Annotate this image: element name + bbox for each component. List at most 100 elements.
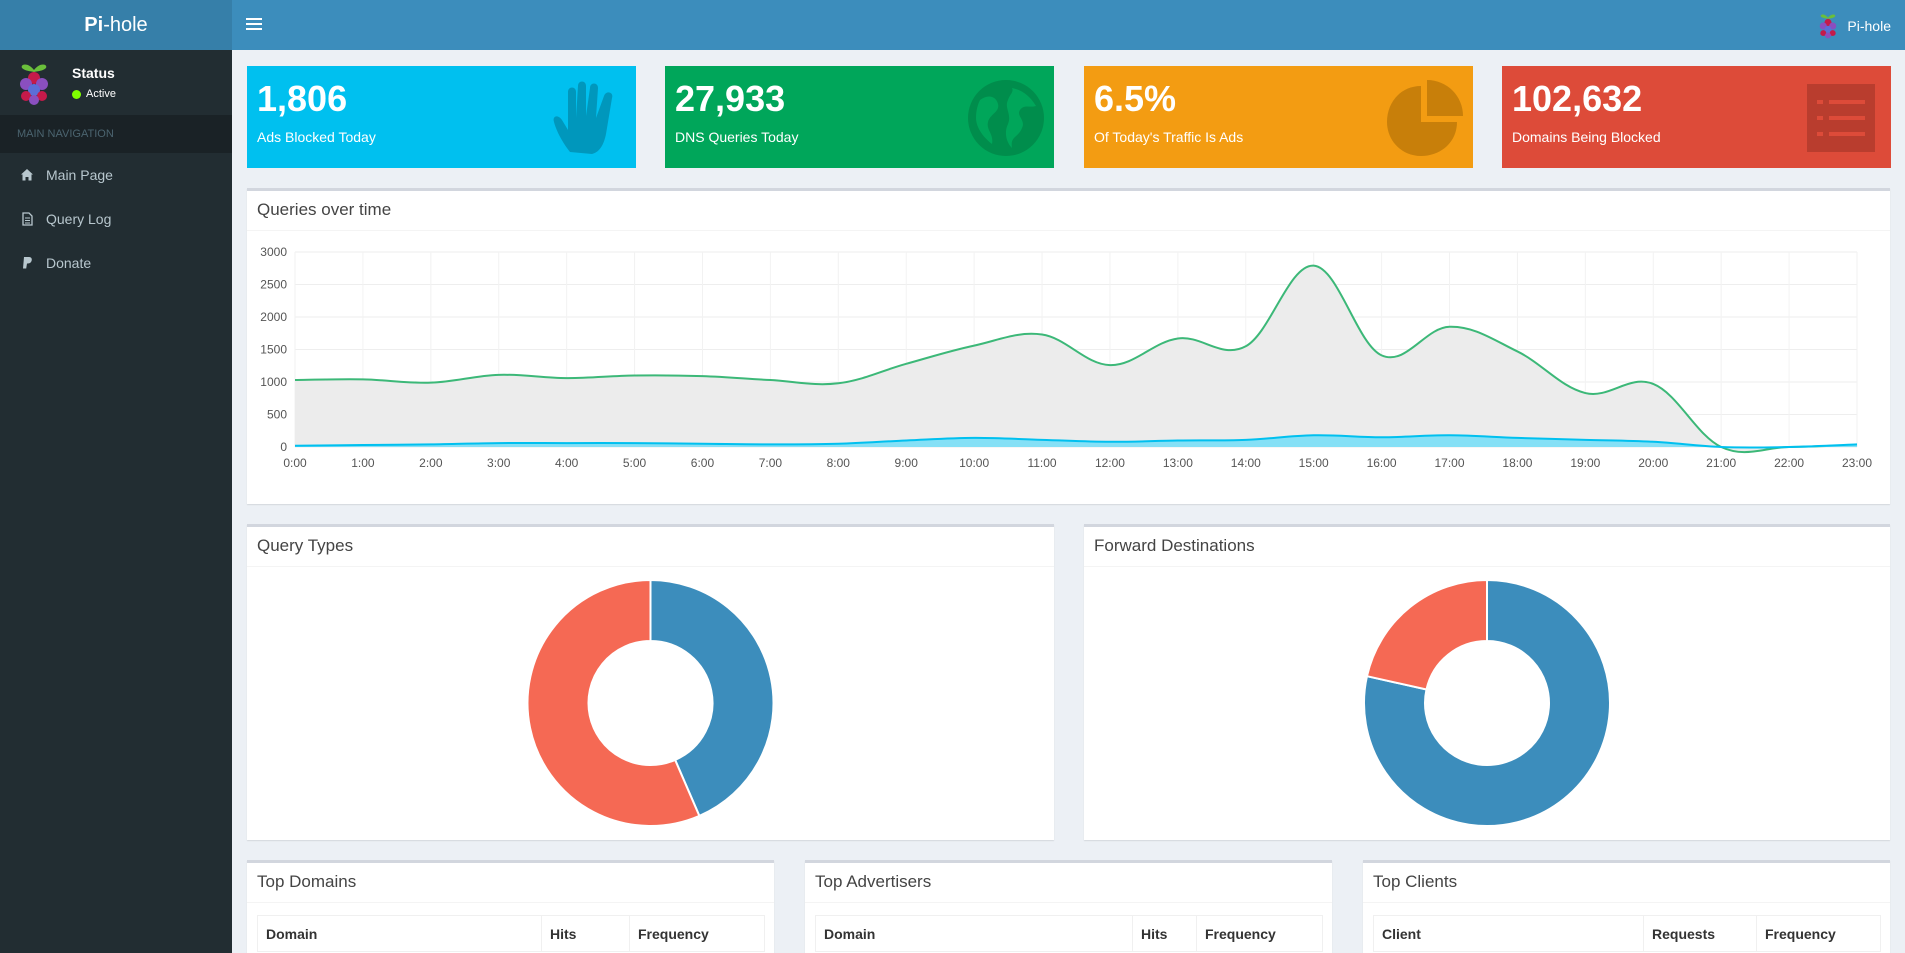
x-tick-label: 20:00 [1638,456,1668,470]
x-tick-label: 8:00 [827,456,851,470]
column-header-hits[interactable]: Hits [541,915,630,952]
ads-percent-box: 6.5% Of Today's Traffic Is Ads [1084,66,1473,168]
stat-label: DNS Queries Today [675,129,799,145]
dns-queries-box: 27,933 DNS Queries Today [665,66,1054,168]
forward-destinations-chart[interactable] [1084,567,1890,840]
column-header-frequency[interactable]: Frequency [1196,915,1323,952]
user-panel: Status Active [0,50,232,115]
queries-over-time-chart[interactable]: 0 500 1000 1500 2000 2500 3000 0:00 1:00 2:00 3:00… [247,231,1890,504]
x-tick-label: 7:00 [759,456,783,470]
donut-slice[interactable] [649,578,775,818]
top-clients-table: Client Requests Frequency [1373,915,1881,952]
home-icon [21,169,33,181]
sidebar-item-query-log[interactable]: Query Log [0,197,232,241]
top-domains-table: Domain Hits Frequency [257,915,765,952]
column-header-frequency[interactable]: Frequency [629,915,765,952]
panel-title: Top Domains [247,863,774,903]
paypal-icon [23,257,32,269]
sidebar-toggle-icon[interactable] [246,15,262,35]
hand-icon [553,81,613,154]
donut-slice[interactable] [1365,578,1488,691]
y-tick-label: 1500 [260,343,287,357]
file-icon [22,212,33,226]
x-tick-label: 9:00 [895,456,919,470]
y-tick-label: 0 [280,440,287,454]
x-tick-label: 21:00 [1706,456,1736,470]
column-header-domain[interactable]: Domain [815,915,1133,952]
raspberry-icon [1820,14,1837,39]
query-types-panel: Query Types [247,524,1054,840]
column-header-requests[interactable]: Requests [1643,915,1757,952]
pie-chart-icon [1387,80,1463,156]
stat-label: Domains Being Blocked [1512,129,1661,145]
column-header-frequency[interactable]: Frequency [1756,915,1881,952]
x-tick-label: 15:00 [1299,456,1329,470]
forward-destinations-panel: Forward Destinations [1084,524,1890,840]
user-menu[interactable]: Pi-hole [1817,13,1891,39]
top-navbar: Pi-hole [232,0,1905,50]
sidebar-item-main-page[interactable]: Main Page [0,153,232,197]
x-tick-label: 16:00 [1367,456,1397,470]
panel-title: Queries over time [247,191,1890,231]
stat-value: 102,632 [1512,78,1643,119]
stat-value: 6.5% [1094,78,1177,119]
donut-slice[interactable] [1363,578,1611,827]
sidebar-item-label: Query Log [46,211,112,227]
globe-icon [968,80,1044,156]
stat-label: Of Today's Traffic Is Ads [1094,129,1244,145]
nav-header: MAIN NAVIGATION [0,115,232,153]
top-advertisers-table: Domain Hits Frequency [815,915,1323,952]
series-line [294,434,1858,449]
x-tick-label: 5:00 [623,456,647,470]
y-tick-label: 1000 [260,375,287,389]
x-tick-label: 19:00 [1570,456,1600,470]
y-tick-label: 2500 [260,278,287,292]
x-tick-label: 18:00 [1502,456,1532,470]
x-tick-label: 22:00 [1774,456,1804,470]
sidebar-item-label: Main Page [46,167,113,183]
query-types-chart[interactable] [247,567,1054,840]
stat-value: 1,806 [257,78,348,119]
sidebar-item-donate[interactable]: Donate [0,241,232,285]
top-advertisers-panel: Top Advertisers Domain Hits Frequency [805,860,1332,953]
list-icon [1807,84,1875,152]
logo-prefix: Pi [84,13,104,36]
donut-slice[interactable] [526,578,701,827]
x-tick-label: 23:00 [1842,456,1872,470]
top-clients-panel: Top Clients Client Requests Frequency [1363,860,1890,953]
status-indicator: Active [72,88,116,100]
x-tick-label: 10:00 [959,456,989,470]
sidebar: Status Active MAIN NAVIGATION Main Page … [0,50,232,953]
app-logo[interactable]: Pi -hole [0,0,232,50]
y-tick-label: 500 [267,408,287,422]
x-tick-label: 4:00 [555,456,579,470]
x-tick-label: 12:00 [1095,456,1125,470]
user-name: Pi-hole [1847,18,1891,34]
status-dot-icon [72,89,81,99]
y-tick-label: 2000 [260,310,287,324]
x-tick-label: 0:00 [283,456,307,470]
panel-title: Forward Destinations [1084,527,1890,567]
series-area [295,265,1857,453]
column-header-hits[interactable]: Hits [1132,915,1197,952]
x-tick-label: 11:00 [1027,456,1056,470]
panel-title: Query Types [247,527,1054,567]
stat-value: 27,933 [675,78,786,119]
queries-over-time-panel: Queries over time 0 500 1000 1500 2000 2500 30… [247,188,1890,504]
logo-suffix: -hole [103,13,148,36]
column-header-client[interactable]: Client [1373,915,1644,952]
ads-blocked-box: 1,806 Ads Blocked Today [247,66,636,168]
column-header-domain[interactable]: Domain [257,915,542,952]
x-tick-label: 3:00 [487,456,511,470]
x-tick-label: 14:00 [1231,456,1261,470]
domains-blocked-box: 102,632 Domains Being Blocked [1502,66,1891,168]
panel-title: Top Clients [1363,863,1890,903]
x-tick-label: 2:00 [419,456,443,470]
panel-title: Top Advertisers [805,863,1332,903]
series-line [294,264,1858,454]
x-tick-label: 13:00 [1163,456,1193,470]
top-domains-panel: Top Domains Domain Hits Frequency [247,860,774,953]
stat-label: Ads Blocked Today [257,129,376,145]
sidebar-item-label: Donate [46,255,92,271]
raspberry-logo-icon [20,64,48,105]
